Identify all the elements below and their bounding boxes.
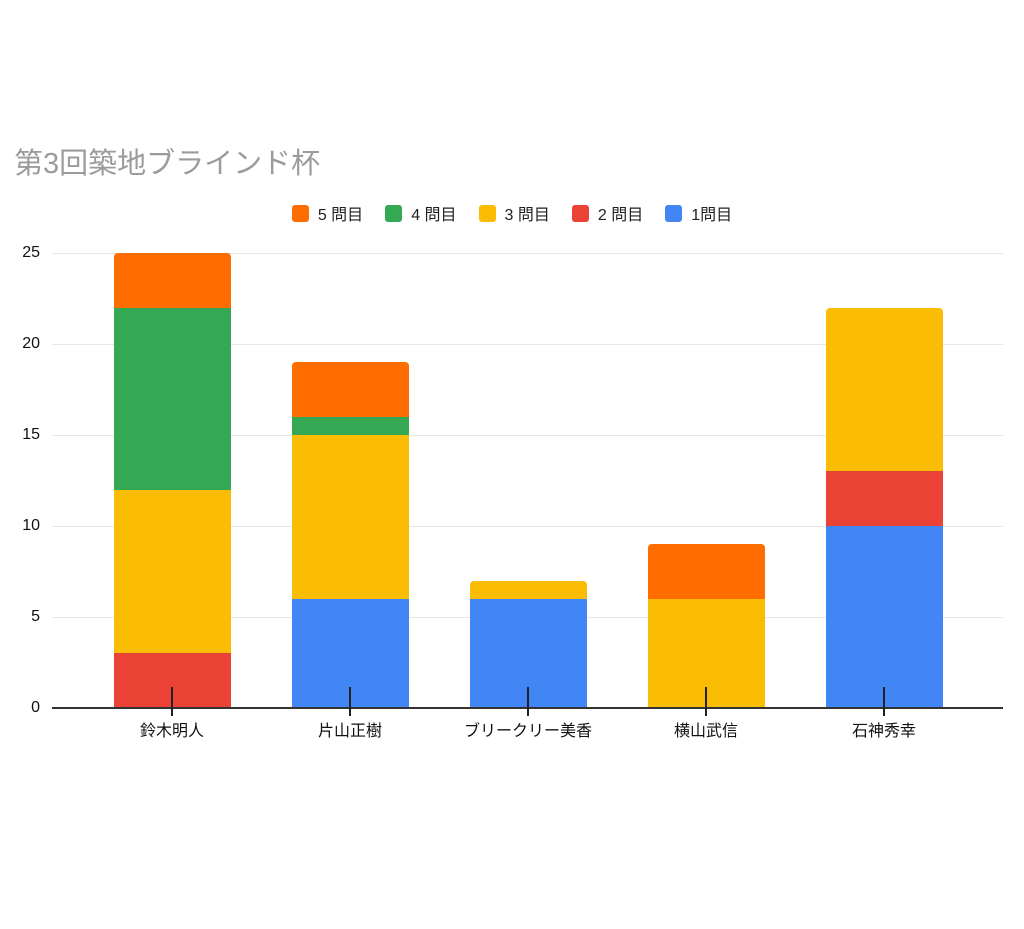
bar-segment-c3-s4[interactable] — [647, 544, 765, 599]
legend-swatch-icon — [665, 204, 683, 222]
y-axis-tick-label: 15 — [22, 426, 40, 443]
bar-segment-c4-s0[interactable] — [825, 526, 943, 708]
y-gridline — [52, 253, 1003, 254]
legend-swatch-icon — [291, 204, 309, 222]
y-axis-tick-label: 5 — [31, 608, 40, 625]
bar-segment-c1-s3[interactable] — [291, 416, 409, 435]
bar-segment-c4-s2[interactable] — [825, 307, 943, 472]
legend-item-label: 2 問目 — [597, 207, 644, 224]
legend-item-s3[interactable]: 4 問目 — [385, 201, 457, 225]
x-axis-category-label: 石神秀幸 — [851, 723, 917, 740]
legend-swatch-icon — [478, 204, 496, 222]
x-axis-category-label: ブリークリー美香 — [463, 723, 593, 740]
y-axis-tick-label: 10 — [22, 517, 40, 534]
legend-item-label: 1問目 — [691, 207, 733, 224]
bar-segment-c4-s1[interactable] — [825, 471, 943, 526]
y-gridline — [52, 435, 1003, 436]
bar-segment-c1-s4[interactable] — [291, 362, 409, 417]
legend-item-s0[interactable]: 1問目 — [665, 201, 732, 225]
legend-item-s1[interactable]: 2 問目 — [571, 201, 644, 225]
y-gridline — [52, 344, 1003, 345]
x-tick-mark — [349, 687, 351, 716]
chart-title: 第3回築地ブラインド杯 — [14, 148, 321, 180]
legend-item-label: 4 問目 — [411, 207, 457, 224]
bar-segment-c0-s3[interactable] — [113, 307, 231, 490]
legend-item-label: 5 問目 — [317, 207, 364, 224]
legend: 5 問目 4 問目 3 問目 2 問目 1問目 — [0, 201, 1024, 225]
legend-swatch-icon — [385, 204, 403, 222]
bar-segment-c0-s4[interactable] — [113, 253, 231, 308]
y-axis-tick-label: 20 — [22, 335, 40, 352]
y-gridline — [52, 526, 1003, 527]
x-axis-category-label: 鈴木明人 — [139, 723, 205, 740]
x-tick-mark — [171, 687, 173, 716]
bar-segment-c2-s2[interactable] — [469, 580, 587, 599]
x-tick-mark — [883, 687, 885, 716]
y-axis-tick-label: 0 — [31, 699, 40, 716]
x-axis-category-label: 片山正樹 — [317, 723, 383, 740]
legend-swatch-icon — [571, 204, 589, 222]
bar-segment-c0-s2[interactable] — [113, 489, 231, 654]
legend-item-s4[interactable]: 5 問目 — [291, 201, 364, 225]
x-tick-mark — [527, 687, 529, 716]
bar-segment-c1-s2[interactable] — [291, 435, 409, 599]
y-axis-tick-label: 25 — [22, 244, 40, 261]
x-tick-mark — [705, 687, 707, 716]
legend-item-s2[interactable]: 3 問目 — [478, 201, 550, 225]
legend-item-label: 3 問目 — [504, 207, 550, 224]
x-axis-category-label: 横山武信 — [673, 723, 739, 740]
